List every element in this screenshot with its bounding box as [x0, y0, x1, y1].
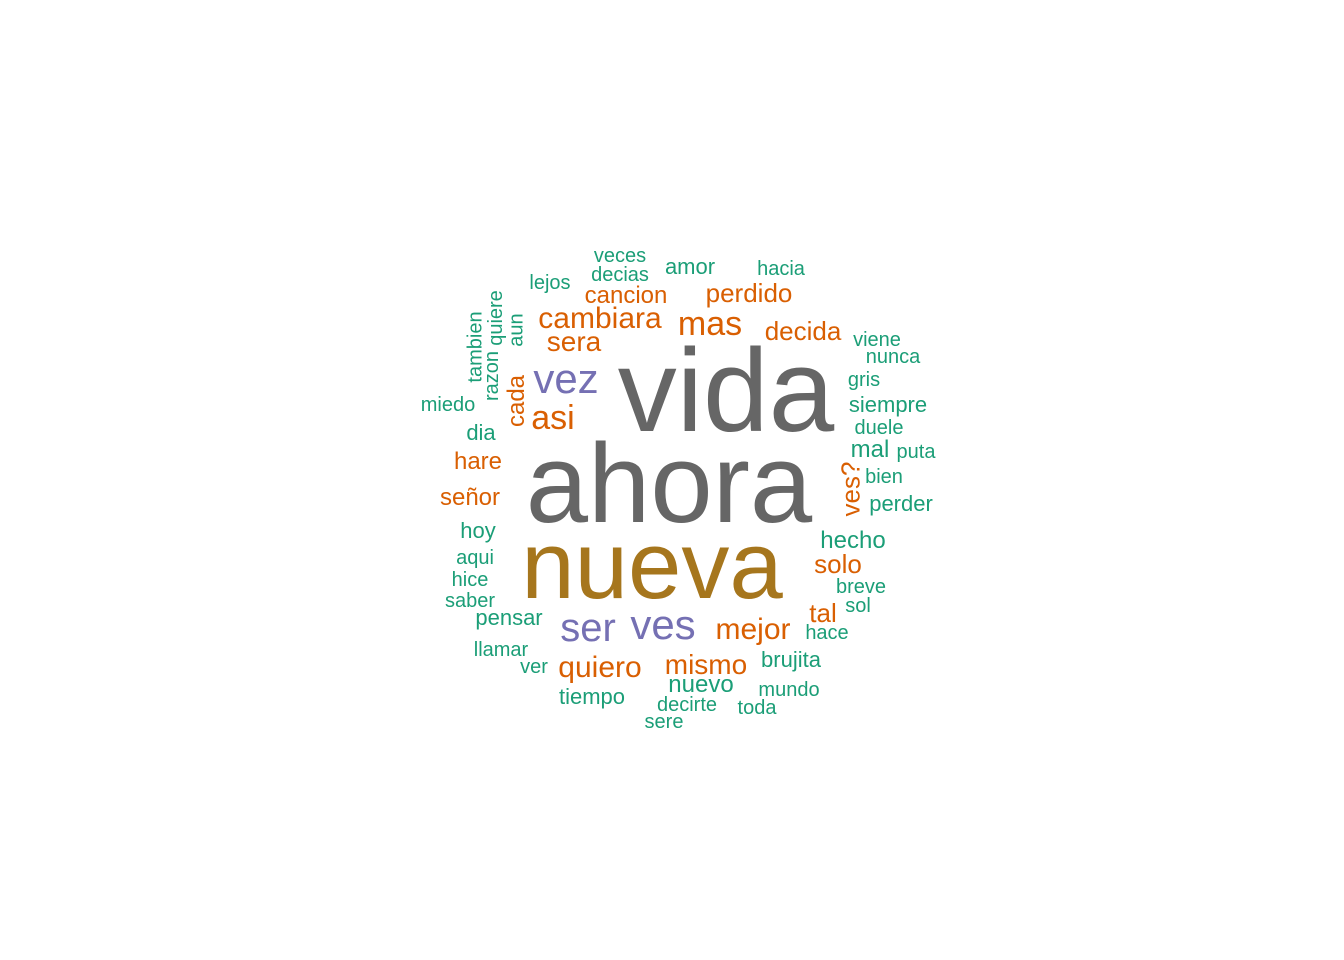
- word-46: hice: [451, 569, 489, 591]
- word-44: hecho: [820, 527, 886, 554]
- word-29: quiere: [484, 290, 507, 346]
- word-27: lejos: [529, 272, 571, 294]
- word-35: siempre: [848, 392, 928, 417]
- word-32: viene: [853, 329, 901, 351]
- word-8: mas: [677, 305, 743, 343]
- word-4: vez: [533, 355, 599, 402]
- word-42: perder: [869, 491, 933, 516]
- word-43: hoy: [460, 518, 496, 543]
- word-24: decias: [591, 264, 649, 286]
- word-53: ver: [520, 656, 548, 678]
- word-40: puta: [896, 441, 936, 463]
- word-60: sere: [644, 711, 684, 733]
- word-34: gris: [847, 369, 881, 391]
- word-56: mundo: [758, 679, 820, 701]
- word-18: hare: [453, 448, 503, 475]
- word-19: señor: [439, 484, 501, 511]
- word-50: pensar: [475, 605, 543, 630]
- word-20: cada: [502, 374, 530, 428]
- word-26: hacia: [757, 258, 805, 280]
- word-17: decida: [764, 316, 842, 346]
- word-59: toda: [737, 697, 777, 719]
- word-22: tal: [809, 598, 837, 628]
- word-31: razon: [481, 350, 503, 402]
- word-15: cancion: [584, 282, 668, 309]
- word-36: miedo: [420, 394, 476, 416]
- word-5: ser: [560, 606, 616, 650]
- word-1: vida: [617, 325, 835, 457]
- word-45: aqui: [456, 547, 494, 569]
- word-2: ahora: [525, 421, 813, 546]
- word-57: tiempo: [558, 684, 626, 709]
- word-54: brujita: [761, 647, 821, 672]
- word-49: sol: [845, 595, 871, 617]
- word-11: quiero: [558, 651, 642, 684]
- word-39: mal: [850, 436, 890, 463]
- word-23: veces: [593, 245, 647, 267]
- word-55: nuevo: [668, 671, 734, 698]
- word-25: amor: [664, 254, 716, 279]
- word-3: nueva: [521, 512, 783, 619]
- word-41: bien: [865, 466, 903, 488]
- word-6: ves: [630, 601, 696, 648]
- word-16: sera: [546, 326, 602, 357]
- word-7: cambiara: [538, 302, 662, 335]
- word-13: solo: [814, 549, 862, 579]
- word-21: ves?: [834, 461, 865, 517]
- word-38: duele: [854, 417, 904, 439]
- word-10: mejor: [715, 613, 791, 646]
- word-12: mismo: [664, 649, 748, 680]
- word-9: asi: [531, 399, 575, 437]
- word-48: breve: [835, 576, 887, 598]
- word-58: decirte: [656, 694, 718, 716]
- word-52: llamar: [473, 639, 529, 661]
- word-14: perdido: [705, 278, 793, 308]
- word-47: saber: [444, 590, 496, 612]
- word-30: aun: [506, 313, 528, 347]
- word-51: hace: [805, 622, 849, 644]
- word-33: nunca: [865, 346, 921, 368]
- word-37: dia: [466, 420, 496, 445]
